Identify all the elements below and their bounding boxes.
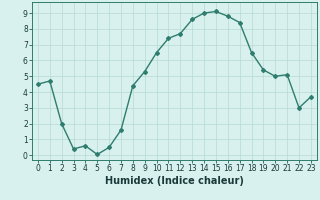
X-axis label: Humidex (Indice chaleur): Humidex (Indice chaleur) bbox=[105, 176, 244, 186]
